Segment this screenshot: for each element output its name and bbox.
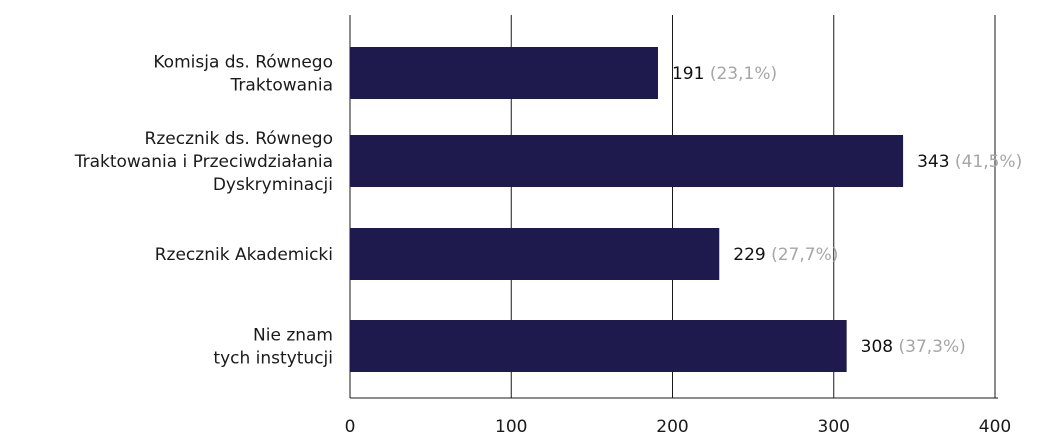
x-tick-label-0: 0: [345, 417, 356, 437]
category-labels: Komisja ds. Równego Traktowania Rzecznik d…: [74, 53, 333, 369]
x-axis: 0 100 200 300 400: [345, 397, 1011, 437]
value-percent-1: (41,5%): [950, 152, 1023, 172]
value-percent-2: (27,7%): [766, 245, 839, 265]
x-tick-label-100: 100: [495, 417, 527, 437]
bar-0: [350, 47, 658, 99]
value-label-0: 191 (23,1%): [672, 64, 777, 84]
x-tick-label-300: 300: [818, 417, 850, 437]
value-number-1: 343: [917, 152, 949, 172]
category-label-line: Rzecznik ds. Równego: [145, 129, 333, 149]
category-label-line: Rzecznik Akademicki: [155, 245, 333, 265]
x-tick-label-400: 400: [979, 417, 1011, 437]
bar-1: [350, 135, 904, 187]
value-label-2: 229 (27,7%): [733, 245, 838, 265]
category-label-3: Nie znam tych instytucji: [213, 326, 333, 369]
category-label-line: Traktowania: [230, 76, 333, 96]
category-label-line: Nie znam: [253, 326, 333, 346]
value-percent-3: (37,3%): [893, 337, 966, 357]
category-label-1: Rzecznik ds. Równego Traktowania i Przeci…: [74, 129, 333, 195]
bar-2: [350, 228, 720, 280]
value-number-0: 191: [672, 64, 704, 84]
category-label-line: tych instytucji: [213, 349, 333, 369]
bar-3: [350, 320, 847, 372]
value-number-2: 229: [733, 245, 765, 265]
bars: [350, 47, 904, 372]
category-label-line: Komisja ds. Równego: [153, 53, 333, 73]
category-label-2: Rzecznik Akademicki: [155, 245, 333, 265]
category-label-line: Dyskryminacji: [213, 175, 333, 195]
value-label-1: 343 (41,5%): [917, 152, 1022, 172]
value-labels: 191 (23,1%) 343 (41,5%) 229 (27,7%) 308 (37…: [672, 64, 1022, 357]
value-label-3: 308 (37,3%): [861, 337, 966, 357]
category-label-0: Komisja ds. Równego Traktowania: [153, 53, 333, 96]
x-tick-label-200: 200: [656, 417, 688, 437]
value-number-3: 308: [861, 337, 893, 357]
category-label-line: Traktowania i Przeciwdziałania: [74, 152, 333, 172]
value-percent-0: (23,1%): [704, 64, 777, 84]
